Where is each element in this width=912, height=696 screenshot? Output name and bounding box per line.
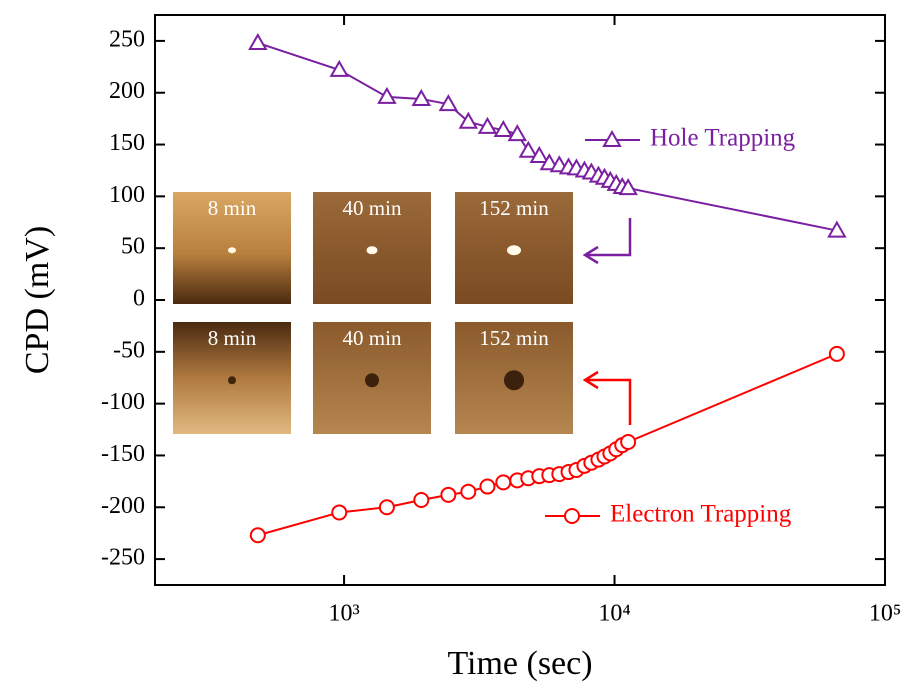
x-axis-title: Time (sec) (447, 645, 592, 682)
inset-spot (228, 376, 236, 384)
y-axis-title: CPD (mV) (19, 226, 56, 374)
circle-marker (621, 435, 635, 449)
circle-marker (496, 475, 510, 489)
triangle-marker (520, 143, 536, 157)
y-tick-label: 250 (109, 26, 145, 52)
triangle-marker (379, 89, 395, 103)
inset-label: 152 min (479, 326, 549, 350)
inset-label: 8 min (208, 196, 257, 220)
y-tick-label: 200 (109, 78, 145, 104)
y-tick-label: -250 (101, 545, 145, 571)
inset-spot (228, 247, 236, 253)
arrows (585, 218, 630, 425)
inset-label: 8 min (208, 326, 257, 350)
x-tick-label: 10⁵ (869, 601, 901, 627)
y-tick-label: 0 (133, 286, 145, 312)
circle-marker (414, 493, 428, 507)
x-tick-label: 10³ (328, 601, 359, 627)
inset-label: 40 min (343, 326, 402, 350)
inset-spot (504, 370, 524, 390)
inset-label: 40 min (343, 196, 402, 220)
inset-spot (367, 246, 378, 254)
y-tick-label: -150 (101, 441, 145, 467)
inset-label: 152 min (479, 196, 549, 220)
circle-marker (332, 505, 346, 519)
circle-marker (461, 485, 475, 499)
legend-label: Hole Trapping (650, 125, 796, 152)
legend-label: Electron Trapping (610, 501, 792, 528)
triangle-marker (250, 35, 266, 49)
hole-arrow (585, 218, 630, 263)
circle-marker (830, 347, 844, 361)
y-tick-label: -50 (113, 337, 145, 363)
y-tick-label: 50 (121, 234, 145, 260)
y-tick-label: -200 (101, 493, 145, 519)
electron-arrow (585, 372, 630, 425)
chart: Time (sec) CPD (mV) 8 min 40 min 152 min 8 … (0, 0, 912, 696)
circle-marker (441, 488, 455, 502)
page: Time (sec) CPD (mV) 8 min 40 min 152 min 8 … (0, 0, 912, 696)
y-tick-label: 100 (109, 182, 145, 208)
circle-marker (380, 500, 394, 514)
y-tick-label: 150 (109, 130, 145, 156)
circle-marker (480, 480, 494, 494)
inset-spot (507, 245, 521, 255)
legend-marker (565, 509, 579, 523)
circle-marker (251, 528, 265, 542)
y-tick-label: -100 (101, 389, 145, 415)
x-tick-label: 10⁴ (598, 601, 630, 627)
inset-spot (365, 373, 379, 387)
